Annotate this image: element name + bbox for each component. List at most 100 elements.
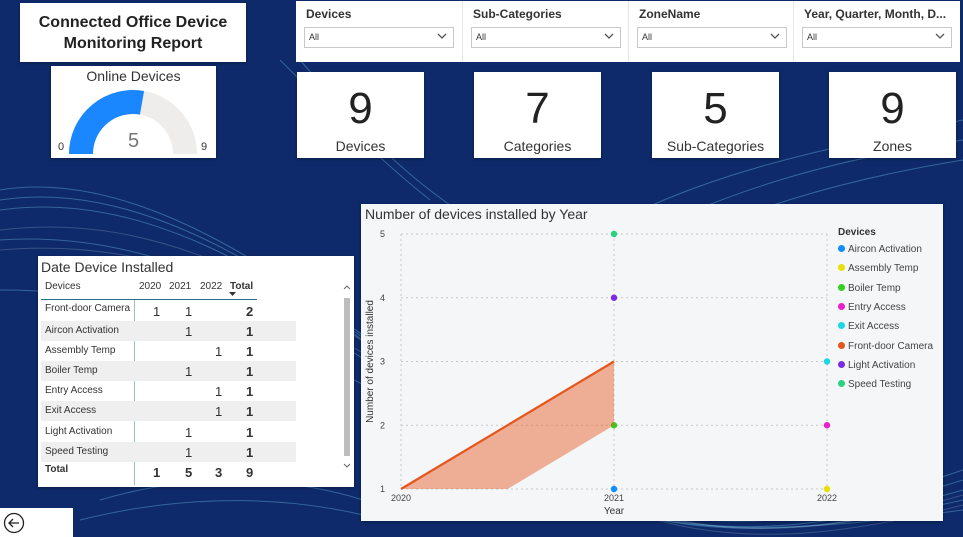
- cell-total: 9: [246, 465, 254, 480]
- y-tick-label: 4: [380, 293, 385, 303]
- kpi-value: 5: [703, 84, 728, 133]
- chevron-down-icon: [935, 33, 945, 39]
- table-row[interactable]: Light Activation 1 1: [41, 422, 296, 442]
- legend-item[interactable]: Front-door Camera: [838, 341, 933, 352]
- cell-2022: 3: [215, 465, 223, 480]
- kpi-label: Categories: [503, 138, 572, 154]
- cell-2021: 1: [185, 304, 193, 319]
- table-total-row[interactable]: Total 1 5 3 9: [41, 462, 296, 482]
- dropdown-value: All: [476, 32, 487, 42]
- legend-item[interactable]: Aircon Activation: [838, 244, 922, 255]
- table-row[interactable]: Exit Access 1 1: [41, 401, 296, 421]
- kpi-value: 9: [880, 84, 905, 133]
- series-line: [400, 360, 615, 490]
- date-device-installed-table[interactable]: Date Device Installed Devices 2020 2021 …: [38, 256, 354, 487]
- data-point: [610, 294, 618, 301]
- legend-item[interactable]: Boiler Temp: [838, 283, 901, 294]
- x-axis-title: Year: [604, 506, 625, 517]
- cell-total: 1: [246, 324, 254, 339]
- table-row[interactable]: Entry Access 1 1: [41, 381, 296, 401]
- table-row[interactable]: Boiler Temp 1 1: [41, 361, 296, 381]
- legend-title: Devices: [838, 227, 876, 238]
- y-tick-label: 3: [380, 357, 385, 367]
- legend-label: Exit Access: [848, 321, 900, 333]
- filter-devices: Devices All: [296, 1, 462, 62]
- data-point: [610, 422, 618, 429]
- kpi-card-sub-categories[interactable]: 5 Sub-Categories: [652, 72, 779, 158]
- row-label: Light Activation: [45, 426, 113, 437]
- legend-marker-icon: [838, 341, 845, 349]
- cell-total: 1: [246, 425, 254, 440]
- cell-total: 1: [246, 384, 254, 399]
- legend-marker-icon: [838, 283, 845, 291]
- gauge-title: Online Devices: [86, 68, 181, 84]
- legend-item[interactable]: Entry Access: [838, 302, 906, 313]
- dropdown-value: All: [807, 32, 818, 42]
- legend-label: Boiler Temp: [848, 282, 901, 294]
- kpi-card-zones[interactable]: 9 Zones: [829, 72, 956, 158]
- table-row[interactable]: Aircon Activation 1 1: [41, 321, 296, 341]
- cell-2021: 5: [185, 465, 193, 480]
- cell-2022: 1: [215, 384, 223, 399]
- row-label: Boiler Temp: [45, 365, 98, 376]
- row-label: Assembly Temp: [45, 345, 116, 356]
- y-axis-title: Number of devices installed: [365, 300, 376, 423]
- filter-label: Year, Quarter, Month, D...: [804, 7, 947, 21]
- gauge-arc: [69, 90, 197, 155]
- legend-item[interactable]: Light Activation: [838, 360, 915, 371]
- legend-item[interactable]: Speed Testing: [838, 379, 911, 390]
- legend-item[interactable]: Assembly Temp: [838, 263, 918, 274]
- column-header-total[interactable]: Total: [230, 281, 254, 292]
- filter-zone-name: ZoneName All: [628, 1, 794, 62]
- legend-label: Assembly Temp: [848, 263, 919, 275]
- legend-label: Speed Testing: [848, 379, 912, 391]
- legend-item[interactable]: Exit Access: [838, 321, 899, 332]
- row-label: Aircon Activation: [45, 325, 119, 336]
- dropdown-value: All: [642, 32, 653, 42]
- table-row[interactable]: Assembly Temp 1 1: [41, 341, 296, 361]
- table-scrollbar[interactable]: [343, 284, 351, 474]
- legend-marker-icon: [838, 245, 845, 252]
- column-header-devices[interactable]: Devices: [45, 281, 81, 292]
- kpi-value: 7: [525, 84, 550, 133]
- legend-label: Front-door Camera: [848, 340, 934, 352]
- legend-label: Aircon Activation: [848, 244, 922, 255]
- filter-label: Sub-Categories: [473, 7, 562, 21]
- online-devices-gauge[interactable]: Online Devices 0 5 9: [51, 66, 216, 158]
- chevron-down-icon: [437, 33, 447, 39]
- filter-date-hierarchy: Year, Quarter, Month, D... All: [793, 1, 961, 62]
- legend-marker-icon: [838, 322, 845, 330]
- devices-dropdown[interactable]: All: [304, 27, 454, 48]
- zone-name-dropdown[interactable]: All: [637, 27, 787, 48]
- kpi-card-devices[interactable]: 9 Devices: [297, 72, 424, 158]
- chart-plot: 1 2 3 4 5 2020 2021 2022 Year Number of devices i…: [365, 229, 837, 517]
- cell-2022: 1: [215, 344, 223, 359]
- data-point: [610, 230, 618, 238]
- cell-total: 1: [246, 445, 254, 460]
- devices-by-year-chart[interactable]: Number of devices installed by Year 1 2 3 4…: [361, 204, 943, 521]
- y-tick-label: 1: [380, 484, 385, 494]
- column-header-2021[interactable]: 2021: [169, 281, 192, 292]
- scroll-up-icon: [343, 285, 351, 290]
- sub-categories-dropdown[interactable]: All: [471, 27, 621, 48]
- sort-down-icon: [229, 292, 236, 296]
- filter-label: Devices: [306, 7, 352, 21]
- kpi-card-categories[interactable]: 7 Categories: [474, 72, 601, 158]
- back-button[interactable]: [0, 508, 73, 537]
- row-label: Speed Testing: [45, 446, 109, 457]
- chevron-down-icon: [604, 33, 614, 39]
- cell-total: 1: [246, 364, 254, 379]
- table-row[interactable]: Front-door Camera 1 1 2: [41, 301, 296, 321]
- legend-marker-icon: [838, 380, 845, 388]
- cell-2022: 1: [215, 404, 223, 419]
- scroll-down-icon: [343, 463, 351, 468]
- x-tick-label: 2021: [604, 493, 624, 503]
- legend-marker-icon: [838, 302, 845, 310]
- date-hierarchy-dropdown[interactable]: All: [802, 27, 952, 48]
- column-header-2020[interactable]: 2020: [139, 281, 162, 292]
- column-header-2022[interactable]: 2022: [200, 281, 223, 292]
- report-title: Connected Office Device Monitoring Repor…: [38, 13, 228, 52]
- table-row[interactable]: Speed Testing 1 1: [41, 442, 296, 462]
- cell-2021: 1: [185, 364, 193, 379]
- gauge-max-label: 9: [201, 141, 208, 153]
